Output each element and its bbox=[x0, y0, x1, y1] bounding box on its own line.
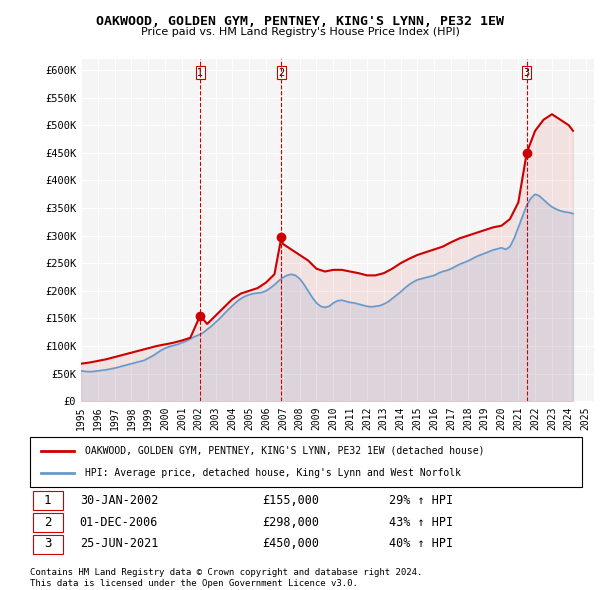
FancyBboxPatch shape bbox=[33, 535, 63, 554]
Text: OAKWOOD, GOLDEN GYM, PENTNEY, KING'S LYNN, PE32 1EW: OAKWOOD, GOLDEN GYM, PENTNEY, KING'S LYN… bbox=[96, 15, 504, 28]
Text: 30-JAN-2002: 30-JAN-2002 bbox=[80, 494, 158, 507]
Text: 2: 2 bbox=[44, 516, 52, 529]
Text: 3: 3 bbox=[524, 68, 530, 77]
Text: This data is licensed under the Open Government Licence v3.0.: This data is licensed under the Open Gov… bbox=[30, 579, 358, 588]
Text: Price paid vs. HM Land Registry's House Price Index (HPI): Price paid vs. HM Land Registry's House … bbox=[140, 27, 460, 37]
Text: Contains HM Land Registry data © Crown copyright and database right 2024.: Contains HM Land Registry data © Crown c… bbox=[30, 568, 422, 576]
Text: 2: 2 bbox=[278, 68, 284, 77]
Text: 25-JUN-2021: 25-JUN-2021 bbox=[80, 537, 158, 550]
Text: 29% ↑ HPI: 29% ↑ HPI bbox=[389, 494, 453, 507]
Text: 3: 3 bbox=[44, 537, 52, 550]
Text: 1: 1 bbox=[44, 494, 52, 507]
Text: £450,000: £450,000 bbox=[262, 537, 319, 550]
Text: 40% ↑ HPI: 40% ↑ HPI bbox=[389, 537, 453, 550]
Text: 1: 1 bbox=[197, 68, 203, 77]
Text: £298,000: £298,000 bbox=[262, 516, 319, 529]
Text: OAKWOOD, GOLDEN GYM, PENTNEY, KING'S LYNN, PE32 1EW (detached house): OAKWOOD, GOLDEN GYM, PENTNEY, KING'S LYN… bbox=[85, 445, 485, 455]
Text: £155,000: £155,000 bbox=[262, 494, 319, 507]
Text: HPI: Average price, detached house, King's Lynn and West Norfolk: HPI: Average price, detached house, King… bbox=[85, 468, 461, 478]
Text: 43% ↑ HPI: 43% ↑ HPI bbox=[389, 516, 453, 529]
FancyBboxPatch shape bbox=[33, 491, 63, 510]
FancyBboxPatch shape bbox=[33, 513, 63, 532]
FancyBboxPatch shape bbox=[30, 437, 582, 487]
Text: 01-DEC-2006: 01-DEC-2006 bbox=[80, 516, 158, 529]
